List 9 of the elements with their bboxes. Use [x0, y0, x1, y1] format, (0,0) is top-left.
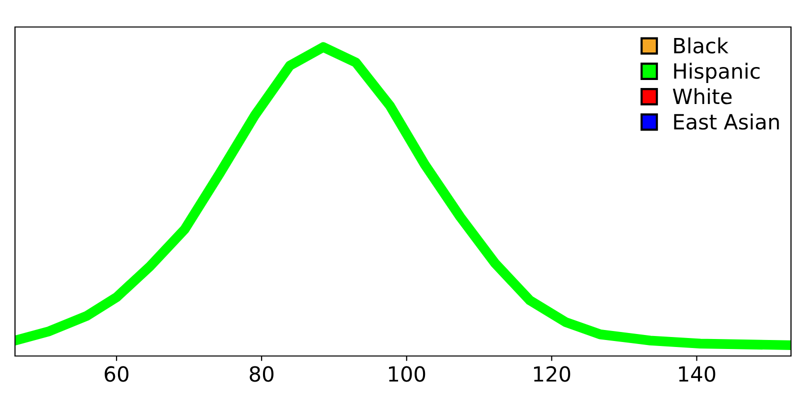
x-tick-label: 80 — [250, 366, 274, 382]
x-tick-label: 120 — [534, 366, 570, 382]
x-tick-label: 100 — [389, 366, 426, 382]
legend-label: Hispanic — [674, 62, 760, 83]
legend-label: White — [672, 88, 732, 104]
legend-label: East Asian — [674, 114, 779, 130]
x-tick-label: 140 — [679, 366, 716, 382]
legend-label: Black — [674, 37, 728, 54]
x-tick-label: 60 — [104, 366, 128, 382]
